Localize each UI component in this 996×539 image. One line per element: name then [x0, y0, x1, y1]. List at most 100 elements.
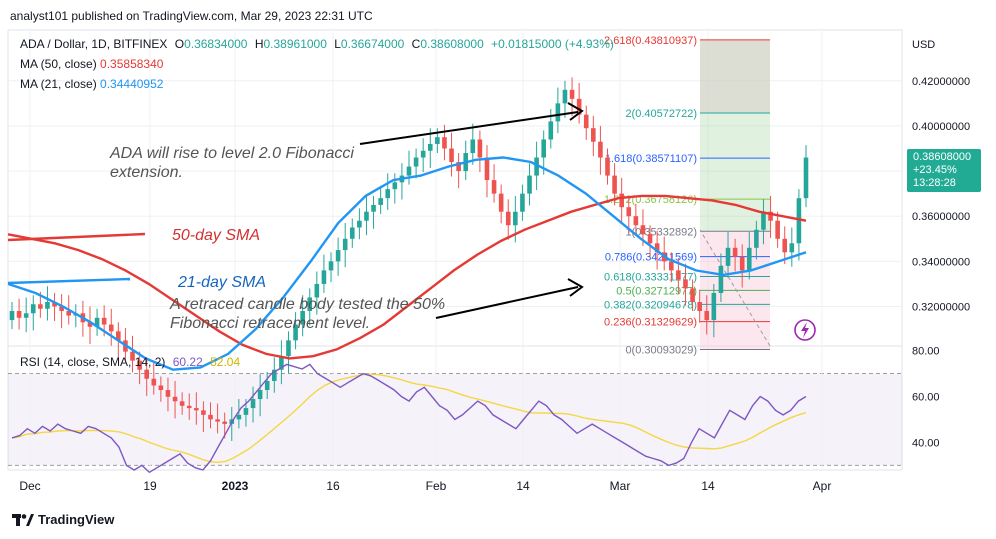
- candle-body: [505, 211, 511, 226]
- candle-body: [172, 396, 178, 402]
- candle-body: [449, 148, 454, 163]
- candle-body: [612, 175, 617, 194]
- ma50-annotation-line: [7, 232, 146, 242]
- fibonacci-layer: 2.618(0.43810937) 2(0.40572722) 1.618(0.38…: [604, 35, 771, 357]
- candle-body: [300, 311, 305, 325]
- rsi-sma-line: [11, 373, 807, 464]
- price-tick-label: 0.42000000: [912, 76, 970, 88]
- candle-body: [640, 225, 646, 235]
- ma21-line: [7, 156, 807, 371]
- candle-body: [711, 292, 717, 321]
- rsi-legend: RSI (14, close, SMA, 14, 2) 60.22 52.04: [20, 355, 240, 369]
- time-tick-label: 14: [516, 479, 530, 493]
- fib-level-label: 2(0.40572722): [625, 108, 697, 120]
- candle-body: [307, 297, 313, 312]
- ma21-label: MA (21, close): [20, 77, 97, 91]
- candle-body: [782, 238, 788, 253]
- candle-body: [23, 313, 29, 318]
- fib-level-label: 0(0.30093029): [625, 345, 697, 357]
- candle-body: [116, 331, 121, 341]
- candle-body: [208, 414, 213, 420]
- time-tick-label: 16: [326, 479, 340, 493]
- ma21-value: 0.34440952: [100, 77, 164, 91]
- low-label: L: [334, 37, 341, 51]
- candle-body: [321, 270, 327, 284]
- lightning-icon[interactable]: [794, 319, 816, 341]
- candle-body: [328, 261, 334, 271]
- time-tick-label: 14: [701, 479, 715, 493]
- annotation-retrace: A retraced candle body tested the 50% Fi…: [169, 296, 450, 332]
- low-value: 0.36674000: [340, 37, 405, 51]
- candle-body: [541, 139, 546, 158]
- rsi-label: RSI (14, close, SMA, 14, 2): [20, 355, 166, 369]
- fib-level-label: 0.5(0.32712977): [616, 285, 697, 297]
- candle-body: [633, 216, 639, 226]
- candle-body: [38, 304, 43, 309]
- candle-body: [789, 243, 795, 253]
- candle-body: [52, 301, 57, 307]
- candle-body: [732, 247, 738, 257]
- candle-body: [286, 340, 291, 357]
- ma50-label: MA (50, close): [20, 57, 97, 71]
- candle-body: [761, 211, 766, 230]
- rsi-value: 60.22: [172, 355, 203, 369]
- last-change-pct: +23.45%: [913, 164, 957, 176]
- candle-body: [236, 414, 242, 420]
- candle-body: [669, 261, 674, 271]
- fib-level-label: 0.618(0.33331277): [604, 271, 697, 283]
- annotation-sma21: 21-day SMA: [177, 274, 266, 291]
- candle-body: [215, 419, 220, 422]
- fib-level-label: 2.618(0.43810937): [604, 35, 697, 47]
- time-tick-label: 19: [143, 479, 157, 493]
- candle-body: [498, 193, 504, 212]
- candle-body: [690, 288, 695, 302]
- candle-body: [654, 243, 660, 253]
- symbol-name: ADA / Dollar, 1D, BITFINEX: [20, 37, 168, 51]
- candle-body: [583, 114, 589, 129]
- time-tick-label: Dec: [19, 479, 40, 493]
- candle-body: [803, 157, 809, 199]
- candle-body: [385, 189, 391, 199]
- candle-body: [59, 306, 64, 312]
- fib-level-label: 0.236(0.31329629): [604, 317, 697, 329]
- candle-body: [45, 301, 50, 309]
- x-axis-ticks: Dec 19 2023 16 Feb 14 Mar 14 Apr: [19, 479, 831, 493]
- candle-body: [179, 401, 185, 406]
- ma50-legend: MA (50, close) 0.35858340: [20, 57, 163, 71]
- tradingview-footer[interactable]: TradingView: [12, 512, 114, 527]
- candle-body: [739, 256, 745, 271]
- y-axis-ticks: 0.320000000.340000000.360000000.38000000…: [912, 76, 970, 450]
- candle-body: [151, 378, 157, 386]
- candle-body: [484, 157, 490, 181]
- candle-body: [555, 103, 561, 122]
- price-tick-label: 0.36000000: [912, 211, 970, 223]
- price-tick-label: 0.32000000: [912, 302, 970, 314]
- candle-body: [201, 410, 206, 415]
- fib-level-label: 0.382(0.32094678): [604, 299, 697, 311]
- open-value: 0.36834000: [184, 37, 248, 51]
- candle-body: [513, 211, 518, 226]
- publisher-header: analyst101 published on TradingView.com,…: [10, 9, 373, 23]
- candle-body: [704, 311, 710, 321]
- candle-body: [647, 234, 653, 244]
- candle-body: [619, 193, 624, 208]
- rsi-tick-label: 60.00: [912, 392, 940, 404]
- fib-top-zone: [700, 39, 770, 114]
- candle-body: [314, 283, 320, 298]
- candle-body: [676, 270, 681, 280]
- candle-body: [754, 229, 759, 248]
- candle-body: [413, 157, 419, 167]
- candle-body: [576, 98, 582, 115]
- tradingview-logo-icon: [12, 513, 34, 526]
- candle-body: [569, 89, 575, 99]
- candle-body: [435, 137, 440, 144]
- candle-body: [94, 317, 100, 327]
- annotation-fib-target: ADA will rise to level 2.0 Fibonacci ext…: [109, 145, 358, 181]
- candle-body: [87, 322, 93, 327]
- bar-countdown: 13:28:28: [913, 177, 956, 189]
- candle-body: [279, 356, 284, 370]
- candle-body: [342, 238, 348, 251]
- candle-body: [357, 220, 362, 228]
